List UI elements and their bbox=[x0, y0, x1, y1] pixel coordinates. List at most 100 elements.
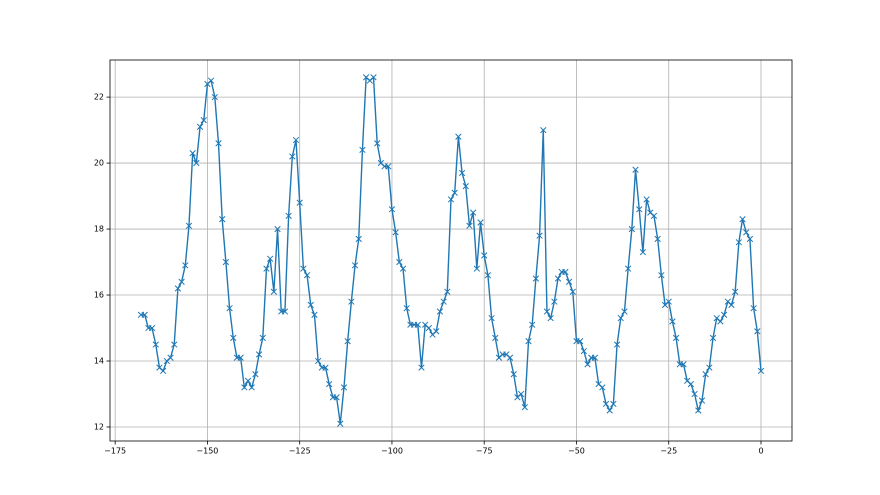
marker bbox=[632, 166, 639, 173]
marker bbox=[303, 272, 311, 279]
marker bbox=[698, 397, 706, 404]
marker bbox=[536, 232, 543, 239]
marker bbox=[440, 298, 447, 305]
marker bbox=[687, 380, 695, 388]
marker bbox=[344, 338, 351, 345]
marker bbox=[237, 354, 244, 361]
marker bbox=[735, 239, 743, 246]
y-tick-label: 12 bbox=[94, 422, 104, 431]
marker bbox=[388, 206, 396, 213]
marker bbox=[743, 229, 750, 236]
marker bbox=[333, 394, 340, 401]
x-tick-label: −100 bbox=[381, 447, 403, 456]
marker bbox=[244, 377, 252, 384]
marker bbox=[300, 265, 307, 272]
marker bbox=[695, 407, 702, 414]
marker bbox=[469, 209, 477, 216]
marker bbox=[672, 334, 680, 342]
marker bbox=[433, 328, 440, 335]
marker bbox=[680, 361, 687, 368]
marker bbox=[669, 318, 676, 325]
marker bbox=[226, 305, 233, 312]
marker bbox=[399, 265, 407, 272]
marker bbox=[359, 146, 366, 154]
marker bbox=[296, 199, 303, 206]
marker bbox=[654, 235, 661, 243]
marker bbox=[451, 189, 458, 196]
marker bbox=[591, 354, 599, 361]
marker bbox=[665, 298, 672, 305]
marker bbox=[178, 278, 185, 285]
marker bbox=[337, 420, 344, 427]
marker bbox=[628, 225, 635, 233]
marker bbox=[643, 196, 650, 203]
marker bbox=[200, 117, 207, 124]
marker bbox=[466, 222, 473, 229]
marker bbox=[230, 334, 237, 342]
marker bbox=[754, 328, 761, 335]
marker bbox=[348, 298, 355, 305]
marker bbox=[658, 272, 665, 279]
marker bbox=[241, 384, 248, 391]
marker bbox=[152, 341, 159, 348]
marker bbox=[636, 206, 643, 213]
x-tick-label: 0 bbox=[758, 447, 763, 456]
marker bbox=[551, 298, 558, 305]
marker bbox=[739, 216, 746, 223]
marker bbox=[525, 338, 532, 345]
marker bbox=[484, 272, 492, 279]
marker bbox=[171, 341, 178, 348]
y-tick-label: 20 bbox=[94, 159, 104, 168]
marker bbox=[717, 318, 724, 325]
marker bbox=[547, 314, 554, 322]
marker bbox=[189, 150, 196, 157]
marker bbox=[473, 265, 480, 272]
marker bbox=[532, 275, 540, 282]
marker bbox=[396, 258, 403, 266]
marker bbox=[255, 351, 263, 358]
y-tick-label: 14 bbox=[94, 357, 104, 366]
marker bbox=[196, 123, 204, 130]
marker bbox=[624, 265, 632, 272]
marker bbox=[610, 400, 617, 408]
marker bbox=[521, 404, 528, 411]
marker bbox=[565, 278, 573, 285]
marker bbox=[270, 288, 278, 295]
marker bbox=[554, 275, 562, 282]
marker bbox=[403, 305, 410, 312]
marker bbox=[458, 169, 466, 177]
marker bbox=[569, 288, 576, 295]
marker bbox=[311, 311, 318, 318]
marker bbox=[148, 324, 156, 332]
marker bbox=[529, 321, 536, 328]
marker bbox=[577, 338, 584, 345]
marker bbox=[314, 357, 322, 365]
marker bbox=[455, 133, 462, 140]
marker bbox=[252, 371, 259, 378]
marker bbox=[289, 153, 296, 160]
marker bbox=[492, 334, 499, 342]
marker bbox=[606, 407, 613, 414]
marker bbox=[215, 140, 222, 147]
marker bbox=[517, 390, 525, 398]
marker bbox=[580, 347, 588, 355]
marker bbox=[355, 235, 362, 243]
marker bbox=[211, 93, 218, 101]
marker bbox=[447, 196, 455, 203]
marker bbox=[617, 314, 624, 322]
marker bbox=[506, 354, 514, 361]
marker bbox=[613, 341, 621, 348]
marker bbox=[259, 334, 266, 342]
marker bbox=[750, 305, 757, 312]
marker bbox=[691, 390, 698, 398]
marker bbox=[385, 163, 392, 170]
marker bbox=[267, 255, 274, 262]
marker bbox=[462, 183, 469, 190]
x-tick-label: −75 bbox=[476, 447, 493, 456]
marker bbox=[326, 380, 333, 388]
marker bbox=[720, 311, 728, 318]
x-tick-label: −25 bbox=[660, 447, 677, 456]
